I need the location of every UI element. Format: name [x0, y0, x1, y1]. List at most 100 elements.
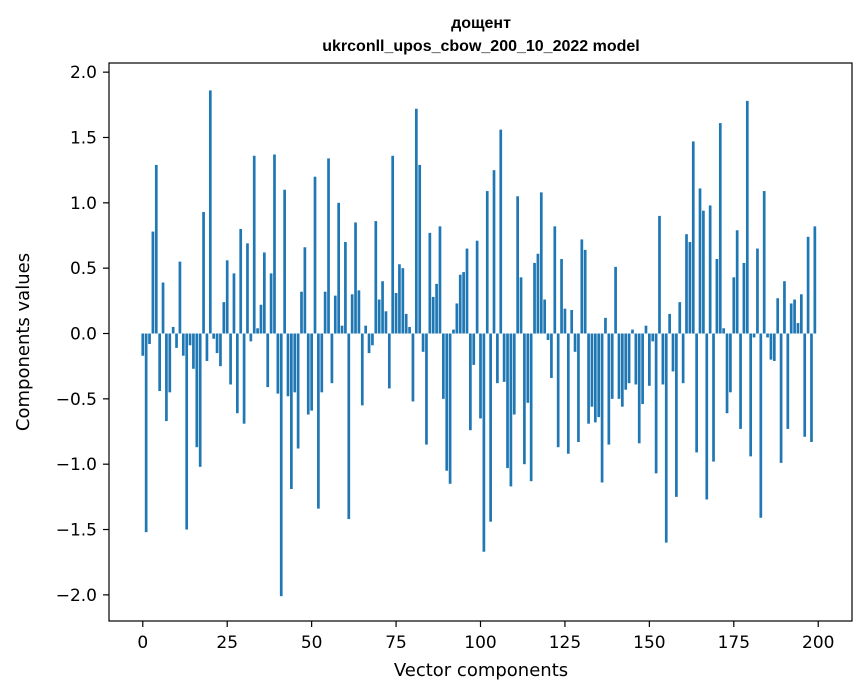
bar [391, 155, 395, 334]
bar [580, 239, 584, 334]
bar [408, 326, 411, 334]
bar [735, 230, 739, 334]
bar [742, 262, 746, 334]
bar [273, 154, 276, 334]
bar [310, 333, 313, 411]
bar [523, 333, 526, 465]
bar [756, 248, 759, 334]
bar [654, 333, 658, 474]
bar [161, 282, 165, 334]
bar [759, 333, 763, 518]
bar [762, 191, 766, 334]
bar [482, 333, 486, 552]
bar [323, 291, 327, 334]
bar [377, 299, 381, 334]
chart-title-line-1: дощент [451, 15, 511, 32]
bar [681, 333, 685, 384]
bar [242, 333, 246, 424]
bar [198, 333, 202, 467]
bar [232, 273, 236, 334]
bar [354, 222, 357, 334]
bar [317, 333, 320, 509]
bar [519, 277, 523, 334]
bar [593, 333, 597, 423]
bar [712, 333, 715, 462]
bar [512, 333, 516, 415]
bar [371, 333, 374, 346]
bar [364, 325, 368, 334]
bar [215, 333, 219, 354]
bar [685, 234, 688, 334]
bar [705, 333, 709, 500]
bar [803, 333, 807, 437]
bar [148, 333, 151, 344]
bar [279, 333, 283, 597]
bar [725, 333, 729, 414]
bar [627, 333, 631, 384]
x-tick-label: 25 [216, 633, 238, 653]
bar [360, 333, 364, 406]
bar [398, 264, 401, 334]
bar [600, 333, 604, 483]
bar [296, 333, 300, 449]
bar [458, 274, 462, 334]
bar [344, 242, 347, 334]
bar [607, 333, 611, 445]
bar [293, 333, 297, 393]
bar [252, 155, 256, 334]
bar [715, 259, 719, 334]
y-tick-label: −2.0 [56, 586, 97, 606]
bar [333, 295, 337, 334]
x-tick-label: 175 [718, 633, 750, 653]
y-tick-label: 1.5 [70, 128, 97, 148]
x-tick-label: 75 [385, 633, 407, 653]
bar [783, 281, 786, 334]
bar [178, 261, 182, 334]
bar [141, 333, 145, 356]
bar [516, 196, 519, 334]
y-axis-ticks: 2.0 1.5 1.0 0.5 0.0 −0.5 −1.0 −1.5 −2.0 [56, 63, 109, 606]
bar [641, 333, 644, 405]
bar [587, 333, 590, 424]
bar [546, 333, 550, 341]
bar [678, 302, 682, 334]
bar [668, 313, 671, 334]
bar [347, 333, 351, 520]
bar [154, 164, 158, 334]
bar [566, 333, 570, 454]
bar [796, 323, 800, 334]
y-tick-label: −0.5 [56, 390, 97, 410]
bar [414, 108, 418, 334]
bar [583, 249, 587, 334]
bar [563, 308, 567, 334]
bar [276, 333, 280, 394]
bar [158, 333, 162, 392]
bar [810, 333, 813, 442]
bar [350, 294, 354, 334]
bar [793, 299, 796, 334]
bar [617, 333, 621, 399]
bar [259, 304, 263, 334]
y-tick-label: −1.5 [56, 521, 97, 541]
bar [499, 129, 503, 334]
bar [306, 333, 310, 415]
bar [175, 333, 178, 348]
bar [438, 226, 442, 334]
bar [539, 192, 543, 334]
bar [387, 333, 391, 389]
bar [462, 272, 465, 334]
x-tick-label: 125 [549, 633, 581, 653]
bar [472, 333, 476, 365]
bar [448, 333, 452, 484]
bar [529, 333, 533, 482]
bar [320, 333, 324, 393]
bar [418, 164, 422, 334]
bar [435, 283, 438, 334]
bar [648, 333, 651, 386]
bar-series [141, 90, 817, 597]
bar [290, 333, 293, 490]
y-tick-label: −1.0 [56, 455, 97, 475]
bar [235, 333, 239, 414]
bar [485, 191, 489, 334]
bar [688, 242, 692, 334]
